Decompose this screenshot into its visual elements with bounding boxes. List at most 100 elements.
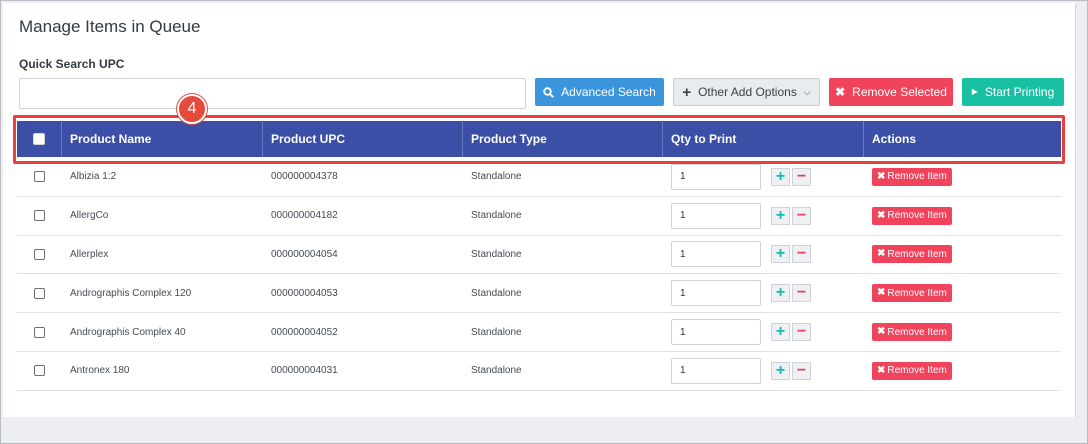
- qty-input[interactable]: [671, 163, 761, 190]
- start-printing-button[interactable]: ▶ Start Printing: [962, 78, 1064, 106]
- search-label: Quick Search UPC: [19, 57, 125, 71]
- product-type-cell: Standalone: [471, 171, 522, 183]
- qty-cell: + −: [663, 352, 864, 390]
- remove-item-label: Remove Item: [887, 326, 947, 338]
- close-icon: ✖: [877, 170, 886, 182]
- table-row: Allerplex 000000004054 Standalone + − ✖ …: [17, 236, 1061, 275]
- remove-item-label: Remove Item: [887, 210, 947, 222]
- qty-cell: + −: [663, 274, 864, 312]
- plus-icon: +: [682, 83, 692, 101]
- header-select-all-cell: [17, 121, 62, 157]
- qty-input[interactable]: [671, 241, 761, 268]
- remove-selected-button[interactable]: ✖ Remove Selected: [829, 78, 953, 106]
- row-checkbox[interactable]: [34, 287, 45, 299]
- qty-decrease-button[interactable]: −: [792, 323, 811, 342]
- page-title: Manage Items in Queue: [19, 17, 201, 36]
- close-icon: ✖: [877, 287, 886, 299]
- qty-increase-button[interactable]: +: [771, 323, 790, 342]
- row-checkbox[interactable]: [34, 326, 45, 338]
- remove-item-button[interactable]: ✖ Remove Item: [872, 323, 952, 342]
- product-upc-cell: 000000004052: [271, 326, 338, 338]
- close-icon: ✖: [835, 85, 846, 99]
- product-name-cell: Andrographis Complex 40: [70, 326, 186, 338]
- qty-input[interactable]: [671, 357, 761, 384]
- minus-icon: −: [796, 167, 807, 185]
- plus-icon: +: [775, 284, 786, 302]
- annotation-callout-badge: 4: [177, 94, 207, 124]
- table-row: Albizia 1:2 000000004378 Standalone + − …: [17, 158, 1061, 197]
- qty-increase-button[interactable]: +: [771, 206, 790, 225]
- actions-cell: ✖ Remove Item: [864, 352, 1061, 390]
- advanced-search-button[interactable]: Advanced Search: [535, 78, 664, 106]
- actions-cell: ✖ Remove Item: [864, 313, 1061, 351]
- plus-icon: +: [775, 323, 786, 341]
- qty-cell: + −: [663, 197, 864, 235]
- plus-icon: +: [775, 361, 786, 379]
- product-name-cell: AllergCo: [70, 210, 109, 222]
- qty-cell: + −: [663, 236, 864, 274]
- minus-icon: −: [796, 245, 807, 263]
- remove-item-label: Remove Item: [887, 248, 947, 260]
- qty-input[interactable]: [671, 319, 761, 346]
- header-actions: Actions: [872, 132, 917, 146]
- product-type-cell: Standalone: [471, 248, 522, 260]
- qty-decrease-button[interactable]: −: [792, 206, 811, 225]
- qty-increase-button[interactable]: +: [771, 167, 790, 186]
- remove-item-button[interactable]: ✖ Remove Item: [872, 361, 952, 380]
- remove-item-button[interactable]: ✖ Remove Item: [872, 245, 952, 264]
- header-product-upc[interactable]: Product UPC: [263, 121, 463, 157]
- remove-item-button[interactable]: ✖ Remove Item: [872, 167, 952, 186]
- quick-search-upc-input[interactable]: [19, 78, 526, 109]
- row-checkbox[interactable]: [34, 210, 45, 222]
- remove-item-label: Remove Item: [887, 171, 947, 183]
- row-select-cell: [17, 236, 62, 274]
- table-row: Antronex 180 000000004031 Standalone + −…: [17, 352, 1061, 391]
- plus-icon: +: [775, 206, 786, 224]
- remove-item-button[interactable]: ✖ Remove Item: [872, 284, 952, 303]
- row-checkbox[interactable]: [34, 248, 45, 260]
- close-icon: ✖: [877, 209, 886, 221]
- product-upc-cell: 000000004378: [271, 171, 338, 183]
- table-row: Andrographis Complex 40 000000004052 Sta…: [17, 313, 1061, 352]
- qty-increase-button[interactable]: +: [771, 245, 790, 264]
- select-all-checkbox[interactable]: [33, 133, 45, 145]
- chevron-down-icon: ⌵: [803, 86, 811, 97]
- other-add-options-button[interactable]: + Other Add Options ⌵: [673, 78, 820, 106]
- start-printing-label: Start Printing: [984, 85, 1055, 99]
- product-upc-cell: 000000004031: [271, 365, 338, 377]
- table-body: Albizia 1:2 000000004378 Standalone + − …: [17, 158, 1061, 391]
- search-icon: [543, 86, 555, 98]
- qty-input[interactable]: [671, 202, 761, 229]
- qty-decrease-button[interactable]: −: [792, 361, 811, 380]
- plus-icon: +: [775, 245, 786, 263]
- product-upc-cell: 000000004053: [271, 287, 338, 299]
- row-select-cell: [17, 274, 62, 312]
- minus-icon: −: [796, 284, 807, 302]
- advanced-search-label: Advanced Search: [561, 85, 656, 99]
- play-icon: ▶: [971, 87, 978, 96]
- qty-increase-button[interactable]: +: [771, 284, 790, 303]
- qty-decrease-button[interactable]: −: [792, 245, 811, 264]
- product-name-cell: Andrographis Complex 120: [70, 287, 192, 299]
- minus-icon: −: [796, 323, 807, 341]
- remove-selected-label: Remove Selected: [852, 85, 947, 99]
- row-select-cell: [17, 197, 62, 235]
- qty-decrease-button[interactable]: −: [792, 284, 811, 303]
- qty-decrease-button[interactable]: −: [792, 167, 811, 186]
- row-select-cell: [17, 313, 62, 351]
- qty-cell: + −: [663, 158, 864, 196]
- minus-icon: −: [796, 206, 807, 224]
- row-checkbox[interactable]: [34, 365, 45, 377]
- remove-item-button[interactable]: ✖ Remove Item: [872, 206, 952, 225]
- actions-cell: ✖ Remove Item: [864, 236, 1061, 274]
- header-product-type[interactable]: Product Type: [463, 121, 663, 157]
- close-icon: ✖: [877, 326, 886, 338]
- actions-cell: ✖ Remove Item: [864, 197, 1061, 235]
- header-product-name[interactable]: Product Name: [62, 121, 263, 157]
- product-type-cell: Standalone: [471, 210, 522, 222]
- row-checkbox[interactable]: [34, 171, 45, 183]
- qty-increase-button[interactable]: +: [771, 361, 790, 380]
- qty-input[interactable]: [671, 280, 761, 307]
- header-qty-to-print[interactable]: Qty to Print: [663, 121, 864, 157]
